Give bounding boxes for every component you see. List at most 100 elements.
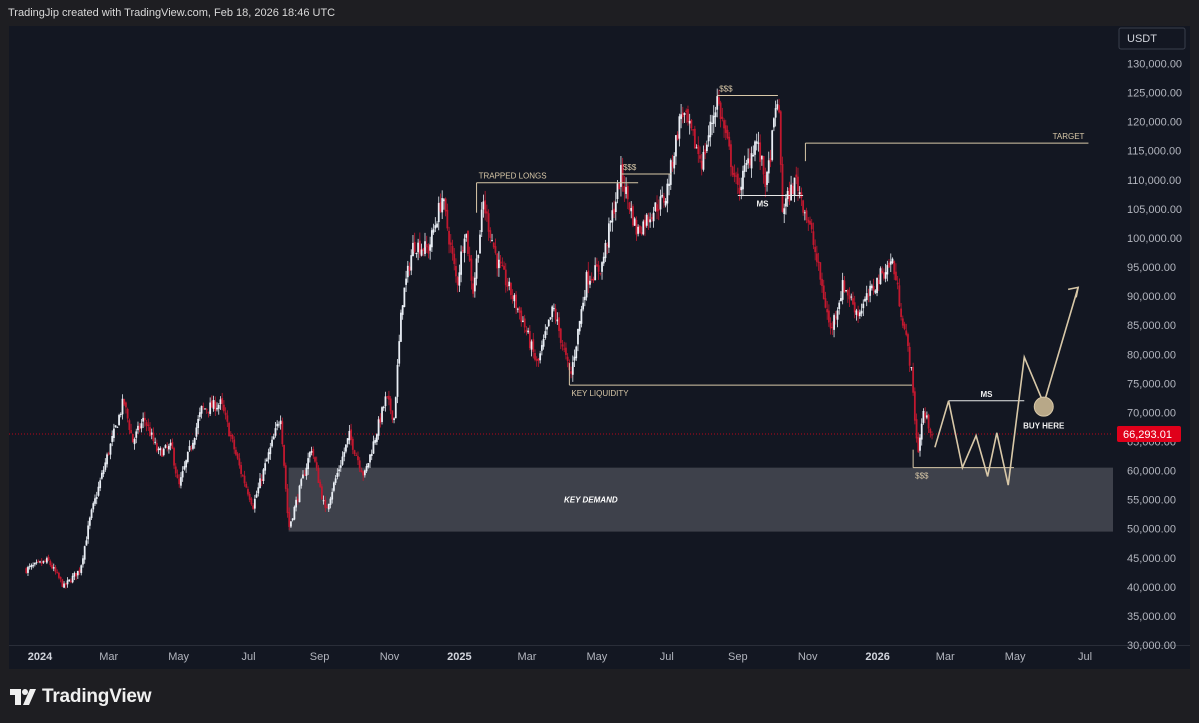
candle-body	[326, 507, 328, 509]
candle-body	[229, 435, 232, 437]
candle-body	[817, 261, 820, 263]
candle-body	[767, 160, 770, 174]
candle-body	[721, 116, 724, 119]
candle-body	[260, 479, 263, 482]
y-tick-label: 95,000.00	[1127, 262, 1176, 274]
last-price-label: 66,293.01	[1123, 429, 1172, 441]
candle-body	[889, 261, 892, 265]
candle-body	[604, 243, 607, 259]
candle-body	[769, 158, 772, 163]
candle-body	[884, 272, 887, 279]
currency-selector[interactable]	[1118, 27, 1186, 50]
x-tick-label: Mar	[99, 651, 118, 663]
candle-body	[822, 285, 825, 300]
attribution-text: TradingJip created with TradingView.com,…	[8, 7, 336, 19]
candle-body	[178, 478, 181, 485]
candle-body	[747, 158, 750, 164]
candle-body	[903, 323, 906, 330]
candle-body	[303, 474, 306, 476]
candle-body	[451, 245, 454, 254]
candle-body	[353, 450, 356, 455]
candle-body	[695, 147, 698, 149]
candle-body	[680, 114, 682, 119]
key-demand-zone[interactable]	[288, 467, 1113, 532]
candle-body	[633, 218, 636, 226]
candle-body	[339, 465, 342, 468]
candle-body	[176, 474, 179, 479]
candle-body	[217, 404, 220, 409]
candle-body	[829, 322, 832, 329]
candle-body	[40, 561, 43, 564]
annotation-label-1: $$$	[623, 163, 637, 172]
candle-body	[284, 465, 287, 489]
candle-body	[348, 430, 351, 441]
candle-body	[595, 264, 598, 267]
candle-body	[609, 220, 612, 223]
price-chart[interactable]: KEY DEMAND TRAPPED LONGS $$$ $$$ MS TARGET KEY…	[9, 26, 1190, 669]
candle-body	[504, 269, 507, 286]
candle-body	[449, 242, 452, 245]
candle-body	[924, 412, 927, 418]
candle-body	[515, 294, 517, 309]
candle-body	[523, 318, 526, 328]
candle-body	[819, 262, 822, 280]
candle-body	[27, 567, 29, 573]
candle-body	[771, 130, 774, 160]
tradingview-logo[interactable]: TradingView	[10, 686, 152, 708]
candle-body	[288, 512, 291, 527]
candle-body	[226, 415, 229, 422]
candle-body	[233, 439, 236, 450]
candle-body	[678, 116, 681, 139]
candle-body	[910, 367, 913, 369]
candle-body	[386, 396, 389, 398]
candle-body	[314, 457, 316, 462]
y-tick-label: 120,000.00	[1127, 117, 1182, 129]
candle-body	[724, 125, 727, 134]
candle-body	[291, 518, 294, 521]
currency-label: USDT	[1127, 33, 1157, 45]
candle-body	[625, 187, 627, 194]
x-tick-label: May	[168, 651, 189, 663]
candle-body	[207, 411, 210, 413]
candle-body	[556, 319, 559, 322]
candle-body	[628, 202, 631, 211]
candle-body	[111, 436, 114, 442]
buy-here-marker[interactable]	[1033, 396, 1054, 417]
candle-body	[430, 230, 433, 248]
candle-body	[32, 565, 35, 567]
candle-body	[410, 255, 413, 271]
candle-body	[343, 452, 346, 457]
candle-body	[468, 255, 471, 261]
candle-body	[661, 194, 664, 197]
candle-body	[577, 328, 579, 345]
candle-body	[210, 400, 213, 408]
candle-body	[733, 172, 736, 177]
candle-body	[365, 466, 368, 472]
candle-body	[671, 161, 674, 167]
annotation-label-5: KEY LIQUIDITY	[571, 389, 629, 398]
candle-body	[358, 460, 361, 469]
candle-body	[33, 562, 36, 565]
candle-body	[828, 310, 830, 323]
candle-body	[329, 498, 332, 505]
candle-body	[528, 331, 531, 349]
candle-body	[480, 209, 483, 233]
candle-body	[51, 565, 53, 569]
candle-body	[472, 283, 475, 294]
candle-body	[446, 209, 449, 229]
candle-body	[56, 572, 59, 574]
candle-body	[807, 219, 810, 223]
candle-body	[578, 321, 581, 332]
candle-body	[61, 579, 64, 587]
candle-body	[73, 572, 76, 577]
candle-body	[286, 488, 289, 514]
candle-body	[693, 128, 696, 149]
candle-body	[774, 108, 777, 118]
candle-body	[494, 246, 497, 253]
candle-body	[44, 560, 47, 562]
candle-body	[78, 569, 81, 573]
candle-body	[377, 419, 380, 436]
candle-body	[891, 258, 894, 264]
candle-body	[731, 166, 734, 175]
candle-body	[632, 206, 634, 226]
